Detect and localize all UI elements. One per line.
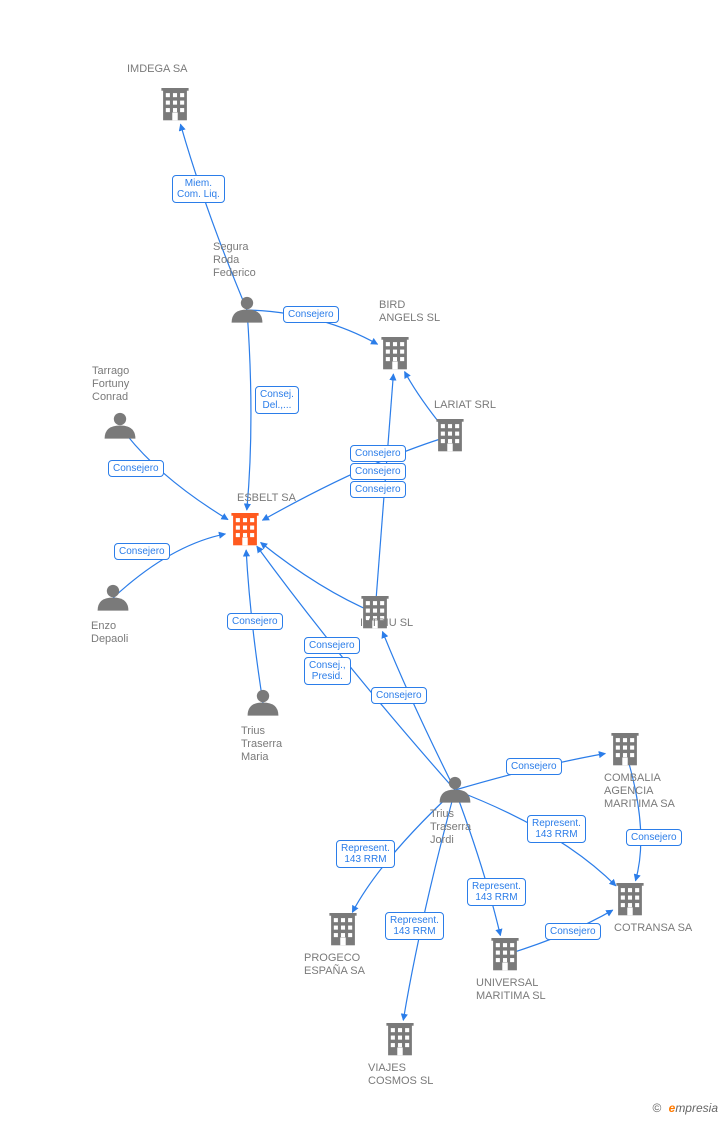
edge-label: Consejero	[626, 829, 682, 846]
company-icon[interactable]	[436, 419, 463, 451]
company-icon[interactable]	[616, 883, 643, 915]
edge-label: Consejero	[371, 687, 427, 704]
node-label: Segura Roda Federico	[213, 241, 256, 280]
edge-label: Represent. 143 RRM	[467, 878, 526, 906]
node-label: IMDEGA SA	[127, 63, 188, 76]
company-icon[interactable]	[491, 938, 518, 970]
person-icon[interactable]	[248, 690, 279, 716]
company-icon[interactable]	[329, 913, 356, 945]
node-label: VIAJES COSMOS SL	[368, 1062, 433, 1088]
edge-label: Consejero	[350, 463, 406, 480]
company-icon[interactable]	[611, 733, 638, 765]
edge-label: Consejero	[283, 306, 339, 323]
node-label: BIRD ANGELS SL	[379, 299, 440, 325]
node-label: COMBALIA AGENCIA MARITIMA SA	[604, 772, 675, 811]
node-label: Enzo Depaoli	[91, 620, 128, 646]
edge	[261, 542, 375, 613]
person-icon[interactable]	[232, 297, 263, 323]
brand-name: empresia	[669, 1101, 718, 1115]
edge-label: Miem. Com. Liq.	[172, 175, 225, 203]
edge-label: Consejero	[227, 613, 283, 630]
watermark: © empresia	[652, 1101, 718, 1115]
edge-label: Consejero	[506, 758, 562, 775]
company-focus-icon[interactable]	[231, 513, 258, 545]
node-label: Tarrago Fortuny Conrad	[92, 365, 129, 404]
node-label: UNIVERSAL MARITIMA SL	[476, 977, 546, 1003]
edge	[257, 546, 455, 790]
edge-label: Consejero	[350, 445, 406, 462]
company-icon[interactable]	[161, 88, 188, 120]
edge-label: Consejero	[350, 481, 406, 498]
copyright-symbol: ©	[652, 1101, 661, 1115]
edge	[625, 750, 641, 881]
person-icon[interactable]	[105, 413, 136, 439]
node-label: INTRIU SL	[360, 617, 413, 630]
edge-label: Consejero	[545, 923, 601, 940]
edge-label: Consejero	[304, 637, 360, 654]
edge-label: Consejero	[114, 543, 170, 560]
edge-label: Consejero	[108, 460, 164, 477]
edge	[180, 124, 247, 310]
node-label: Trius Traserra Jordi	[430, 808, 471, 847]
edge-label: Represent. 143 RRM	[385, 912, 444, 940]
node-label: ESBELT SA	[237, 492, 296, 505]
edge-label: Consej. Del.,...	[255, 386, 299, 414]
edge	[382, 632, 455, 790]
node-label: Trius Traserra Maria	[241, 725, 282, 764]
edge	[247, 310, 251, 510]
company-icon[interactable]	[381, 337, 408, 369]
edge-label: Represent. 143 RRM	[336, 840, 395, 868]
company-icon[interactable]	[386, 1023, 413, 1055]
node-label: LARIAT SRL	[434, 399, 496, 412]
node-label: COTRANSA SA	[614, 922, 692, 935]
node-label: PROGECO ESPAÑA SA	[304, 952, 365, 978]
edge-label: Represent. 143 RRM	[527, 815, 586, 843]
person-icon[interactable]	[440, 777, 471, 803]
edge-label: Consej., Presid.	[304, 657, 351, 685]
